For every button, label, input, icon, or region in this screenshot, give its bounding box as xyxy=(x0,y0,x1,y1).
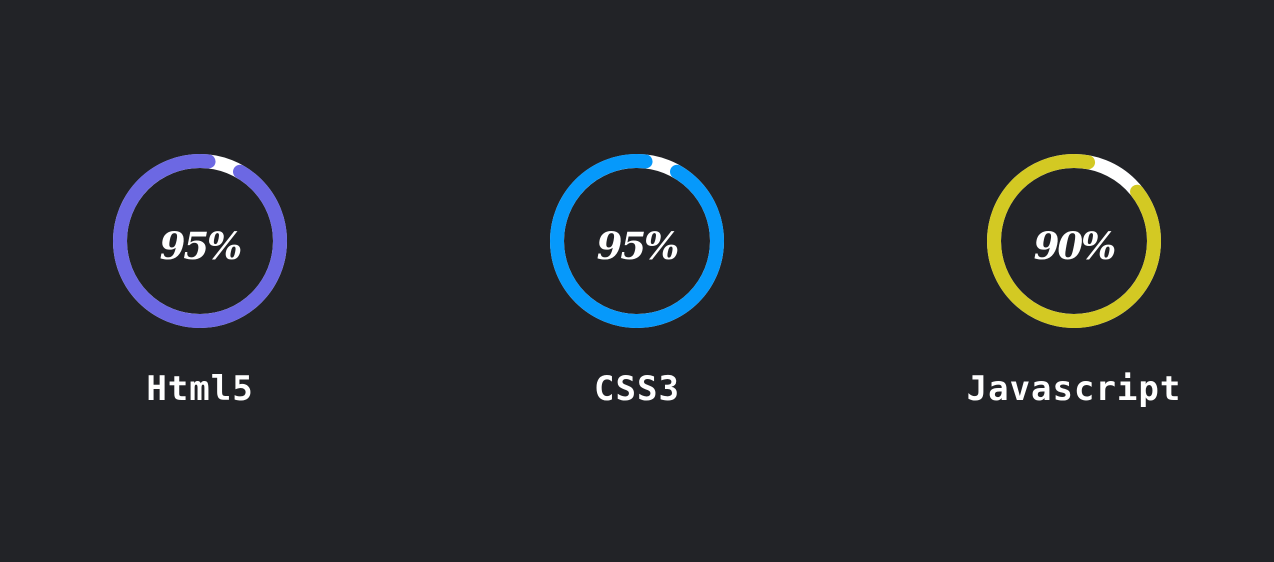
progress-arc xyxy=(113,154,287,328)
progress-ring-graphic xyxy=(113,154,287,328)
skill-name: Html5 xyxy=(146,369,254,409)
progress-ring: 90% xyxy=(986,153,1162,329)
percent-value: 90% xyxy=(1033,224,1117,268)
progress-ring-graphic xyxy=(987,154,1161,328)
skill-javascript: 90% Javascript xyxy=(944,153,1204,423)
progress-ring-graphic xyxy=(550,154,724,328)
skill-name: CSS3 xyxy=(594,369,680,409)
percent-value: 95% xyxy=(596,224,680,268)
skill-html5: 95% Html5 xyxy=(70,153,330,423)
progress-arc xyxy=(550,154,724,328)
percent-value: 95% xyxy=(159,224,243,268)
skill-css3: 95% CSS3 xyxy=(507,153,767,423)
progress-arc xyxy=(987,154,1161,328)
progress-ring: 95% xyxy=(112,153,288,329)
skill-name: Javascript xyxy=(966,369,1182,409)
progress-ring: 95% xyxy=(549,153,725,329)
